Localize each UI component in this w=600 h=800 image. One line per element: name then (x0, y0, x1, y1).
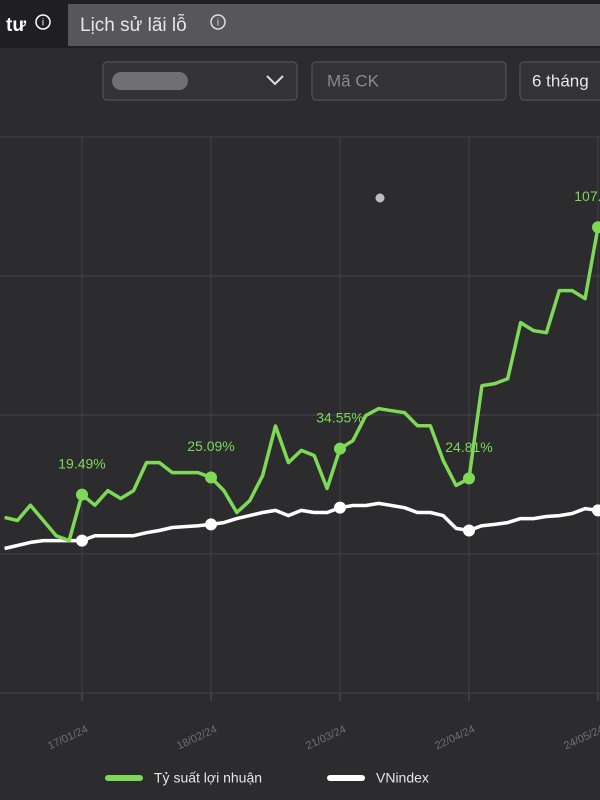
chevron (266, 75, 284, 86)
data-label: 19.49% (58, 455, 105, 471)
legend-label: VNindex (376, 770, 429, 786)
legend-label: Tỷ suất lợi nhuận (154, 770, 262, 786)
symbol-input[interactable] (311, 61, 507, 101)
period: 6 tháng (532, 71, 589, 90)
info-icon[interactable]: i (35, 14, 51, 30)
placeholder: Mã CK (327, 71, 380, 90)
svg-text:i: i (42, 18, 44, 29)
series-line (4, 501, 599, 551)
point (205, 471, 217, 484)
point (334, 442, 346, 455)
data-label: 25.09% (187, 438, 234, 454)
point (205, 518, 217, 531)
tab[interactable]: tư (6, 15, 26, 36)
point (463, 524, 475, 537)
data-label: 24.81% (445, 439, 492, 455)
tab-active[interactable] (68, 4, 600, 46)
point (334, 501, 346, 514)
data-label: 34.55% (316, 409, 363, 425)
account-dropdown[interactable] (102, 61, 298, 101)
series-line (4, 226, 600, 543)
point (463, 472, 475, 485)
tab[interactable]: Lịch sử lãi lỗ (80, 14, 187, 36)
point (76, 488, 88, 501)
point (592, 221, 600, 234)
dot (375, 193, 385, 203)
point (76, 534, 88, 547)
point (592, 504, 600, 517)
svg-text:i: i (217, 18, 219, 29)
data-label: 107.2% (574, 188, 600, 204)
info-icon[interactable]: i (210, 14, 226, 30)
period-dropdown[interactable] (519, 61, 600, 101)
blurred-account (112, 72, 188, 90)
